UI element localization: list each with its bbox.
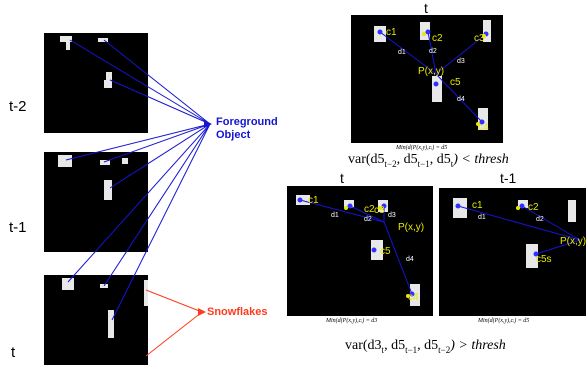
label-t-minus-2: t-2: [9, 98, 27, 115]
point-c1-right: c1: [472, 200, 483, 211]
eq1-main: var(d5: [348, 152, 385, 167]
snowflake-arrow-icon: [198, 308, 206, 316]
snow-blobs: [58, 20, 576, 338]
equation-top: var(d5t−2, d5t−1, d5t) < thresh: [348, 152, 509, 169]
snowflake-lines: [145, 289, 203, 357]
point-c3: c3: [474, 33, 485, 44]
top-frame-lines: [379, 31, 487, 123]
point-pxy-mid: P(x,y): [398, 222, 425, 233]
caption-mid-left: Min(d(P(x,y),cᵢ) = d3: [326, 318, 378, 324]
mid-left-lines: [299, 199, 413, 295]
equation-bottom: var(d3t, d5t−1, d5t−2) > thresh: [345, 338, 506, 355]
dist-d4-mid: d4: [406, 256, 414, 263]
caption-top: Min(d(P(x,y),cᵢ) = d5: [396, 145, 448, 151]
eq2-rest: ) > thresh: [450, 338, 506, 353]
caption-mid-right: Min(d(P(x,y),cᵢ) = d5: [478, 318, 530, 324]
frame-t-minus-2: [44, 33, 148, 133]
frame-t: [44, 275, 148, 365]
point-c5-mid: c5: [380, 246, 391, 257]
point-c5: c5: [450, 77, 461, 88]
label-t-minus-1: t-1: [9, 219, 27, 236]
label-t: t: [11, 344, 16, 361]
point-c1: c1: [386, 27, 397, 38]
dist-d3: d3: [457, 58, 465, 65]
dist-d1-mid: d1: [331, 212, 339, 219]
dist-d2: d2: [429, 48, 437, 55]
point-markers: [297, 29, 539, 297]
point-c2-right: c2: [528, 202, 539, 213]
foreground-lines: [65, 39, 211, 321]
snowflakes-label: Snowflakes: [207, 306, 268, 318]
mid-right-lines: [457, 205, 581, 255]
point-pxy: P(x,y): [418, 66, 445, 77]
eq2-main: var(d3: [345, 338, 382, 353]
point-c3-mid: c3: [374, 205, 385, 216]
frame-t-minus-1: [44, 152, 148, 252]
point-markers-yellow: [344, 32, 520, 298]
point-c1-mid: c1: [308, 195, 319, 206]
point-c4: c4: [478, 122, 489, 133]
dist-d1: d1: [398, 49, 406, 56]
foreground-arrow-icon: [204, 120, 212, 128]
dist-d2-right: d2: [536, 216, 544, 223]
point-c4-mid: c4: [408, 292, 419, 303]
point-pxy-right: P(x,y): [560, 236, 586, 247]
dist-d4: d4: [457, 96, 465, 103]
dist-d1-right: d1: [478, 214, 486, 221]
top-frame-time-label: t: [424, 0, 428, 16]
foreground-object-label: Foreground Object: [216, 116, 278, 141]
point-c2-mid: c2: [364, 204, 375, 215]
point-c2: c2: [432, 33, 443, 44]
mid-left-time-label: t: [340, 170, 344, 186]
dist-d2-mid: d2: [364, 216, 372, 223]
mid-right-time-label: t-1: [500, 170, 517, 186]
point-c5s-right: c5s: [536, 254, 552, 265]
eq1-rest: ) < thresh: [453, 152, 509, 167]
dist-d3-mid: d3: [388, 212, 396, 219]
